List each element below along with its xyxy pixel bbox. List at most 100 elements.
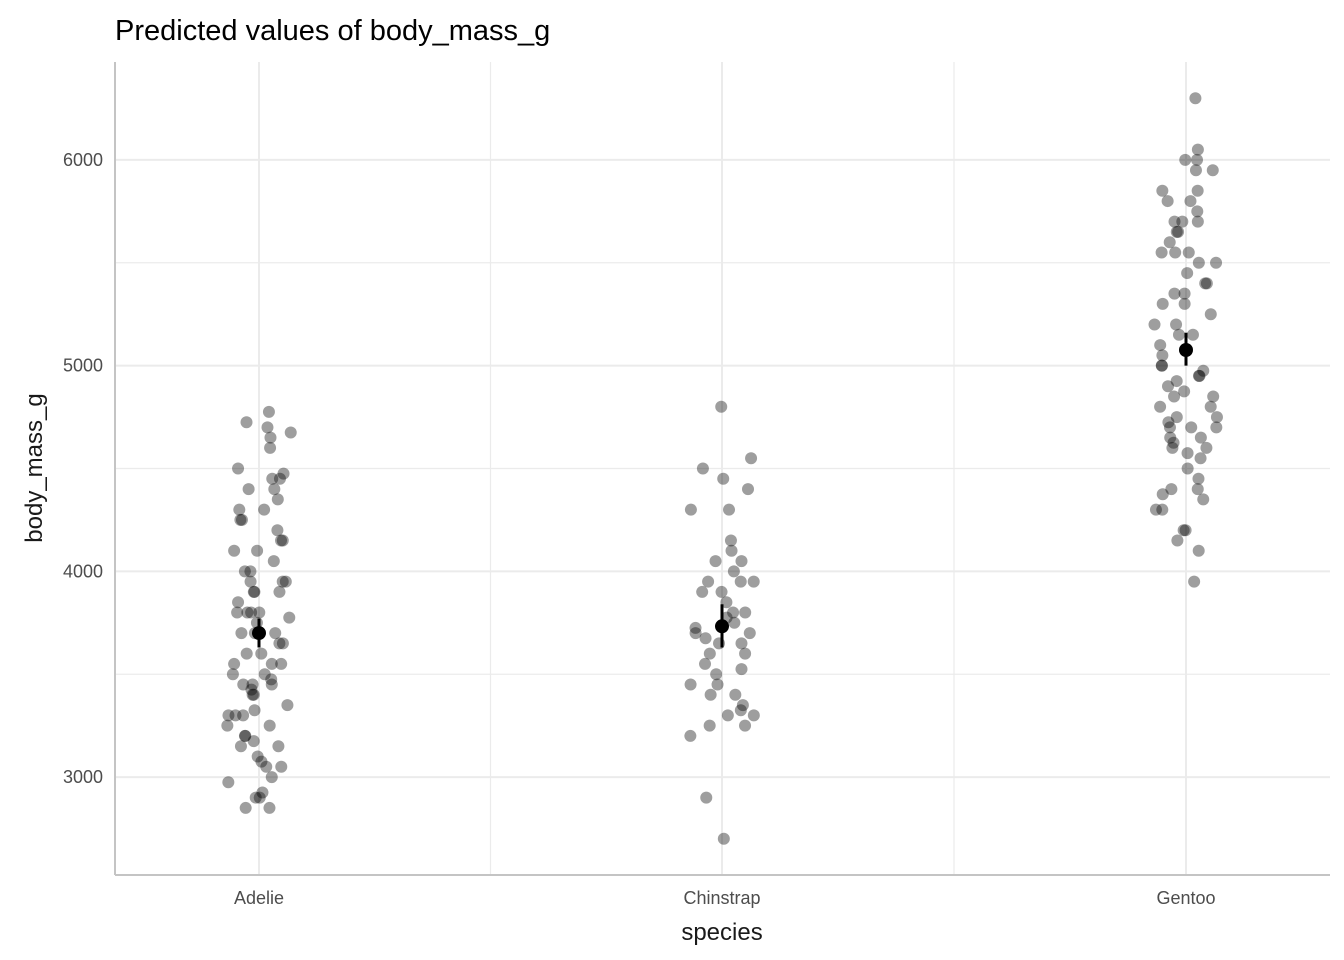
data-point [1177, 524, 1190, 537]
data-point [251, 750, 264, 763]
data-point [1197, 364, 1210, 377]
data-point [256, 786, 269, 799]
data-point [247, 688, 260, 701]
data-point [276, 637, 289, 650]
data-point [245, 683, 258, 696]
data-point [735, 663, 748, 676]
data-point [226, 668, 239, 681]
data-point [272, 740, 285, 753]
data-point [1191, 205, 1204, 218]
data-point [235, 627, 248, 640]
predictions [252, 332, 1193, 648]
data-point [742, 483, 755, 496]
data-point [275, 760, 288, 773]
data-point [269, 627, 282, 640]
data-point [1188, 575, 1201, 588]
data-point [703, 719, 716, 732]
data-point [1199, 277, 1212, 290]
data-point [241, 606, 254, 619]
data-point [1179, 524, 1192, 537]
data-point [1194, 431, 1207, 444]
data-point [283, 611, 296, 624]
data-point [704, 688, 717, 701]
y-tick-label: 6000 [63, 150, 103, 170]
data-point [1168, 390, 1181, 403]
data-point [251, 544, 264, 557]
data-point [702, 575, 715, 588]
data-point [240, 416, 253, 429]
data-point [258, 503, 271, 516]
data-point [739, 647, 752, 660]
data-point [229, 709, 242, 722]
data-point [222, 776, 235, 789]
data-point [1192, 472, 1205, 485]
data-point [689, 621, 702, 634]
data-point [727, 565, 740, 578]
data-point [721, 709, 734, 722]
chart-title: Predicted values of body_mass_g [115, 15, 550, 47]
data-point [261, 421, 274, 434]
data-point [724, 534, 737, 547]
data-point [1179, 153, 1192, 166]
data-point [275, 657, 288, 670]
data-point [1178, 385, 1191, 398]
data-point [237, 678, 250, 691]
data-point [276, 575, 289, 588]
data-point [265, 673, 278, 686]
data-point [235, 513, 248, 526]
data-point [1192, 256, 1205, 269]
data-point [1181, 267, 1194, 280]
data-point [715, 400, 728, 413]
data-point [255, 647, 268, 660]
y-tick-label: 3000 [63, 767, 103, 787]
data-point [244, 565, 257, 578]
x-axis-label: species [681, 919, 762, 946]
data-point [1206, 164, 1219, 177]
data-point [684, 678, 697, 691]
data-point [1154, 400, 1167, 413]
data-point [1176, 215, 1189, 228]
data-point [1200, 277, 1213, 290]
data-point [258, 668, 271, 681]
data-point [247, 585, 260, 598]
data-point [260, 760, 273, 773]
data-point [747, 709, 760, 722]
data-point [1186, 328, 1199, 341]
x-tick-label: Chinstrap [683, 888, 760, 908]
data-point [234, 513, 247, 526]
data-point [1189, 164, 1202, 177]
data-point [253, 791, 266, 804]
data-point [1156, 349, 1169, 362]
data-point [263, 719, 276, 732]
data-point [734, 704, 747, 717]
data-point [268, 483, 281, 496]
data-point [266, 472, 279, 485]
data-point [710, 668, 723, 681]
data-point [249, 791, 262, 804]
data-point [1194, 452, 1207, 465]
data-point [1191, 153, 1204, 166]
data-point [1200, 441, 1213, 454]
data-point [711, 678, 724, 691]
data-point [1185, 421, 1198, 434]
data-point [727, 606, 740, 619]
data-point [1171, 534, 1184, 547]
data-point [1164, 431, 1177, 444]
y-tick-label: 5000 [63, 356, 103, 376]
data-point [273, 637, 286, 650]
data-point [246, 678, 259, 691]
data-point [239, 801, 252, 814]
data-point [1168, 215, 1181, 228]
data-point [1204, 400, 1217, 413]
data-point [725, 544, 738, 557]
data-point [246, 688, 259, 701]
data-point [689, 627, 702, 640]
data-point [729, 688, 742, 701]
data-point [238, 729, 251, 742]
data-point [273, 585, 286, 598]
data-point [242, 483, 255, 496]
data-point [728, 616, 741, 629]
data-point [1161, 195, 1174, 208]
data-point [232, 596, 245, 609]
